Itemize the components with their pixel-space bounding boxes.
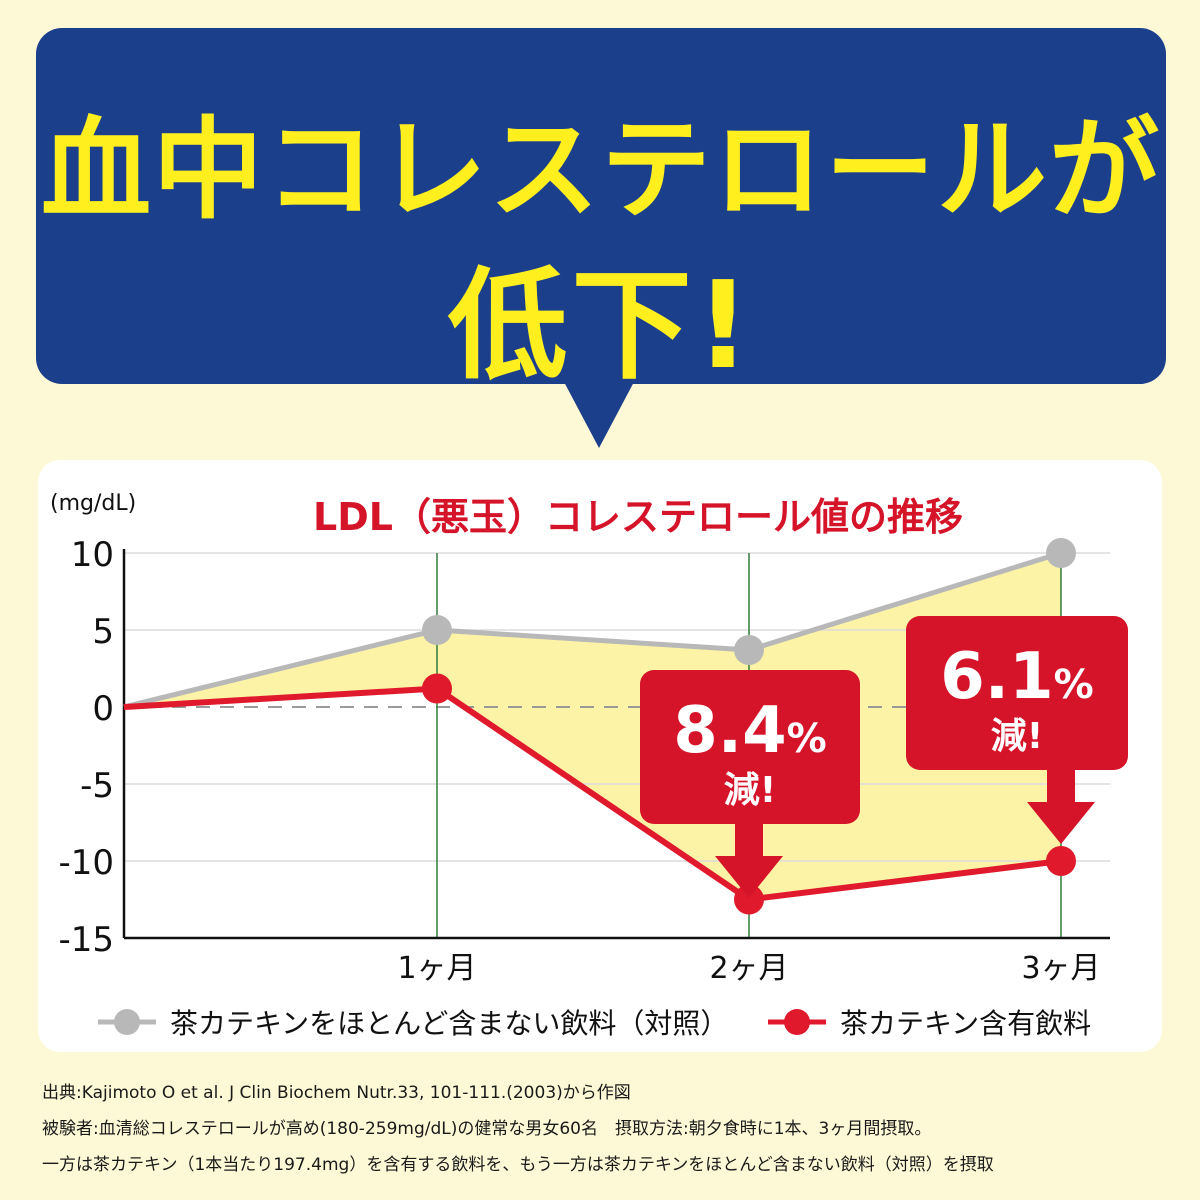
down-arrow-icon	[1027, 770, 1095, 844]
callout-unit: %	[787, 716, 827, 762]
down-arrow-icon	[715, 824, 783, 898]
catechin-point	[422, 673, 452, 704]
callout-unit: %	[1054, 662, 1094, 708]
chart-panel: 10 5 0 -5 -10 -15 1ヶ月 2ヶ月 3ヶ月 8.4% 減! 6.1% 減! 茶カテキン…	[38, 460, 1162, 1052]
x-tick-label: 2ヶ月	[709, 951, 788, 986]
y-tick-label: 5	[92, 612, 114, 652]
chart-title: LDL（悪玉）コレステロール値の推移	[313, 495, 963, 539]
y-tick-label: -15	[58, 920, 114, 960]
reduction-callout: 8.4%減!	[640, 670, 860, 898]
legend-marker	[114, 1009, 140, 1035]
footnote-method: 一方は茶カテキン（1本当たり197.4mg）を含有する飲料を、もう一方は茶カテキ…	[42, 1155, 994, 1175]
callout-percent: 8.4%	[673, 694, 826, 768]
catechin-point	[1046, 846, 1076, 876]
legend-marker	[784, 1009, 810, 1035]
y-axis-unit-label: (mg/dL)	[50, 491, 136, 516]
control-point	[1046, 538, 1076, 568]
x-tick-label: 1ヶ月	[397, 951, 476, 986]
headline-line-2: 低下!	[447, 257, 755, 396]
legend-label: 茶カテキンをほとんど含まない飲料（対照）	[170, 1007, 728, 1040]
legend-item: 茶カテキン含有飲料	[768, 1007, 1091, 1040]
callout-value: 6.1	[940, 640, 1053, 714]
reduction-callout: 6.1%減!	[906, 616, 1128, 844]
callout-value: 8.4	[673, 694, 786, 768]
footnote-subjects: 被験者:血清総コレステロールが高め(180-259mg/dL)の健常な男女60名…	[42, 1119, 932, 1139]
legend-item: 茶カテキンをほとんど含まない飲料（対照）	[98, 1007, 728, 1040]
x-tick-label: 3ヶ月	[1021, 951, 1100, 986]
y-tick-label: 10	[71, 535, 114, 575]
control-point	[734, 635, 764, 666]
headline-line-1: 血中コレステロールが	[41, 106, 1161, 234]
control-series-line	[123, 550, 1062, 710]
callout-percent: 6.1%	[940, 640, 1093, 714]
y-tick-label: 0	[92, 689, 114, 729]
speech-bubble-tail	[563, 380, 635, 448]
headline-bubble: 血中コレステロールが 低下!	[36, 28, 1166, 396]
control-point	[422, 615, 452, 645]
y-tick-label: -5	[80, 766, 114, 806]
callout-text: 減!	[724, 770, 776, 811]
callout-text: 減!	[991, 716, 1043, 757]
catechin-point	[734, 884, 764, 915]
callout-box	[906, 616, 1128, 770]
legend-label: 茶カテキン含有飲料	[840, 1007, 1091, 1040]
footnote-source: 出典:Kajimoto O et al. J Clin Biochem Nutr…	[42, 1083, 631, 1103]
callout-box	[640, 670, 860, 824]
catechin-series-line	[123, 685, 1062, 903]
y-tick-label: -10	[58, 843, 114, 883]
